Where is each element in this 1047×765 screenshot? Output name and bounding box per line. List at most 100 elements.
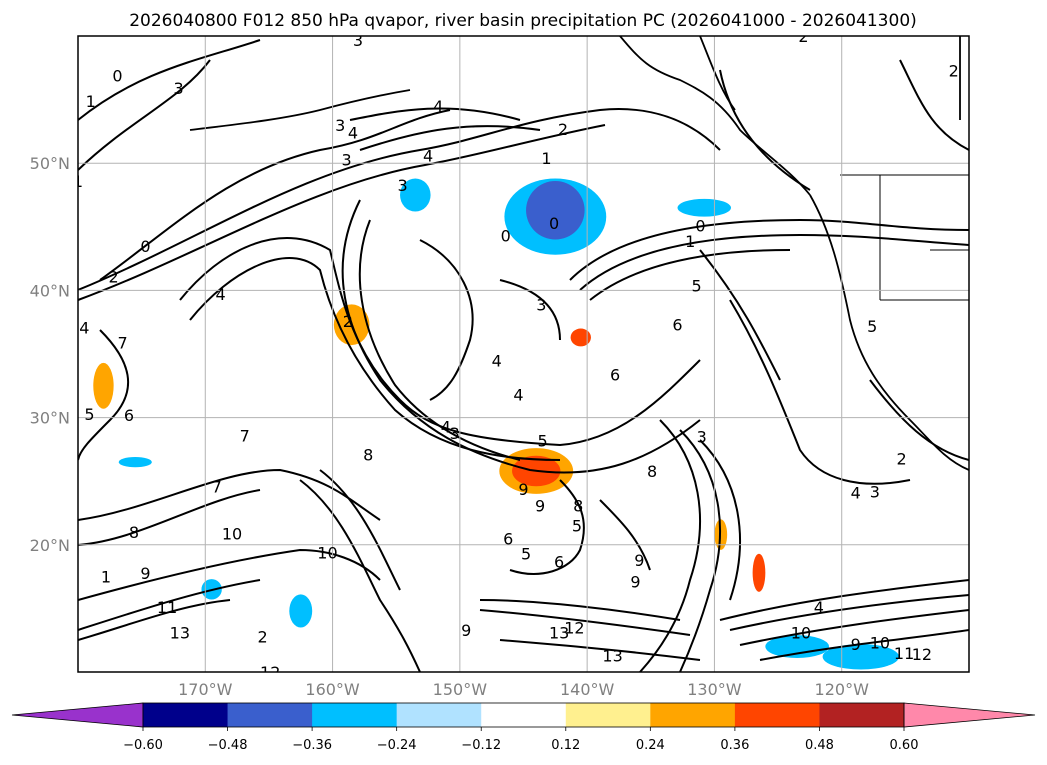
contour-label: 4 bbox=[348, 124, 358, 143]
contour-label: 9 bbox=[535, 496, 545, 515]
colorbar-frame bbox=[142, 702, 905, 728]
lat-label: 50°N bbox=[30, 154, 70, 173]
contour-label: 3 bbox=[173, 79, 183, 98]
contour-label: 2 bbox=[558, 120, 568, 139]
contour-label: 3 bbox=[450, 424, 460, 443]
colorbar: −0.60 −0.48 −0.36 −0.24 −0.12 0.12 0.24 0.36 0.4… bbox=[11, 702, 1036, 753]
contour-label: 0 bbox=[140, 237, 150, 256]
colorbar-segment bbox=[650, 703, 736, 727]
colorbar-segment bbox=[734, 703, 820, 727]
state-borders bbox=[840, 174, 969, 301]
shading-blob-7 bbox=[526, 181, 585, 240]
contour-label: 8 bbox=[647, 462, 657, 481]
lon-label: 140°W bbox=[560, 680, 615, 699]
colorbar-tick-label: −0.48 bbox=[208, 738, 248, 753]
contour-label: 5 bbox=[572, 517, 582, 536]
map-background bbox=[78, 36, 969, 672]
contour-label: 13 bbox=[170, 624, 190, 643]
colorbar-tick-label: −0.36 bbox=[292, 738, 332, 753]
qvapor-contours bbox=[78, 39, 969, 672]
contour-label: 9 bbox=[630, 573, 640, 592]
contour-label: 8 bbox=[573, 496, 583, 515]
contour-label: 0 bbox=[695, 217, 705, 236]
contour-label: 1 bbox=[73, 172, 83, 191]
contour-label: 2 bbox=[896, 449, 906, 468]
contour-label: 4 bbox=[423, 147, 433, 166]
latitude-labels: 50°N 40°N 30°N 20°N bbox=[30, 154, 70, 555]
contour-label: 3 bbox=[397, 176, 407, 195]
contour-label: 1 bbox=[541, 149, 551, 168]
contour-label: 4 bbox=[433, 97, 443, 116]
colorbar-segment bbox=[819, 703, 905, 727]
shading-blob-10 bbox=[677, 198, 731, 217]
contour-label: 1 bbox=[101, 568, 111, 587]
map-frame bbox=[77, 35, 970, 673]
contour-label: 0 bbox=[549, 214, 559, 233]
colorbar-tick-label: 0.12 bbox=[551, 738, 580, 753]
contour-label: 2 bbox=[798, 27, 808, 46]
contour-label: 9 bbox=[634, 551, 644, 570]
colorbar-tick-label: 0.24 bbox=[636, 738, 665, 753]
shading-blob-4 bbox=[752, 553, 766, 592]
contour-label: 2 bbox=[343, 312, 353, 331]
contour-label: 6 bbox=[672, 316, 682, 335]
contour-label: 10 bbox=[317, 543, 337, 562]
shading-blob-9 bbox=[400, 178, 431, 212]
longitude-labels: 170°W 160°W 150°W 140°W 130°W 120°W bbox=[178, 680, 869, 699]
contour-label: 8 bbox=[129, 523, 139, 542]
contour-label: 6 bbox=[554, 552, 564, 571]
contour-label: 4 bbox=[513, 386, 523, 405]
lon-label: 160°W bbox=[305, 680, 360, 699]
colorbar-tick-label: 0.60 bbox=[890, 738, 919, 753]
contour-label: 3 bbox=[870, 482, 880, 501]
colorbar-segment bbox=[143, 703, 229, 727]
contour-label: 9 bbox=[140, 564, 150, 583]
contour-label: 4 bbox=[814, 598, 824, 617]
contour-label: 3 bbox=[341, 150, 351, 169]
contour-label: 9 bbox=[461, 621, 471, 640]
contour-label: 3 bbox=[536, 295, 546, 314]
colorbar-segment bbox=[565, 703, 651, 727]
colorbar-extend-max bbox=[903, 702, 1036, 728]
contour-label: 7 bbox=[212, 477, 222, 496]
colorbar-tick-label: 0.48 bbox=[805, 738, 834, 753]
contour-label: 10 bbox=[791, 624, 811, 643]
colorbar-segment bbox=[227, 703, 313, 727]
shading-blob-14 bbox=[289, 594, 313, 628]
contour-label: 2 bbox=[949, 61, 959, 80]
colorbar-extend-min bbox=[11, 702, 144, 728]
colorbar-tick-label: −0.12 bbox=[461, 738, 501, 753]
lon-label: 130°W bbox=[687, 680, 742, 699]
contour-label: 0 bbox=[501, 227, 511, 246]
contour-label: 4 bbox=[492, 351, 502, 370]
contour-label: 3 bbox=[353, 31, 363, 50]
lon-label: 150°W bbox=[433, 680, 488, 699]
lon-label: 120°W bbox=[815, 680, 870, 699]
contour-label: 5 bbox=[521, 545, 531, 564]
contour-label: 5 bbox=[537, 431, 547, 450]
colorbar-segment bbox=[396, 703, 482, 727]
contour-label: 4 bbox=[215, 285, 225, 304]
colorbar-segment bbox=[312, 703, 398, 727]
contour-label: 6 bbox=[610, 365, 620, 384]
contour-label: 5 bbox=[692, 276, 702, 295]
contour-label: 2 bbox=[257, 627, 267, 646]
colorbar-tick-label: −0.24 bbox=[377, 738, 417, 753]
graticule bbox=[78, 36, 969, 672]
contour-label: 1 bbox=[685, 232, 695, 251]
contour-label: 4 bbox=[441, 418, 451, 437]
contour-label: 10 bbox=[870, 634, 890, 653]
colorbar-tick-label: 0.36 bbox=[720, 738, 749, 753]
contour-label: 9 bbox=[518, 480, 528, 499]
contour-label: 11 bbox=[894, 644, 914, 663]
contour-label: 9 bbox=[851, 635, 861, 654]
contour-label: 3 bbox=[697, 428, 707, 447]
contour-label: 12 bbox=[912, 645, 932, 664]
colorbar-tick-label: −0.60 bbox=[123, 738, 163, 753]
shading-blob-11 bbox=[765, 635, 829, 659]
contour-label: 3 bbox=[335, 116, 345, 135]
lat-label: 40°N bbox=[30, 281, 70, 300]
contour-label: 12 bbox=[564, 618, 584, 637]
